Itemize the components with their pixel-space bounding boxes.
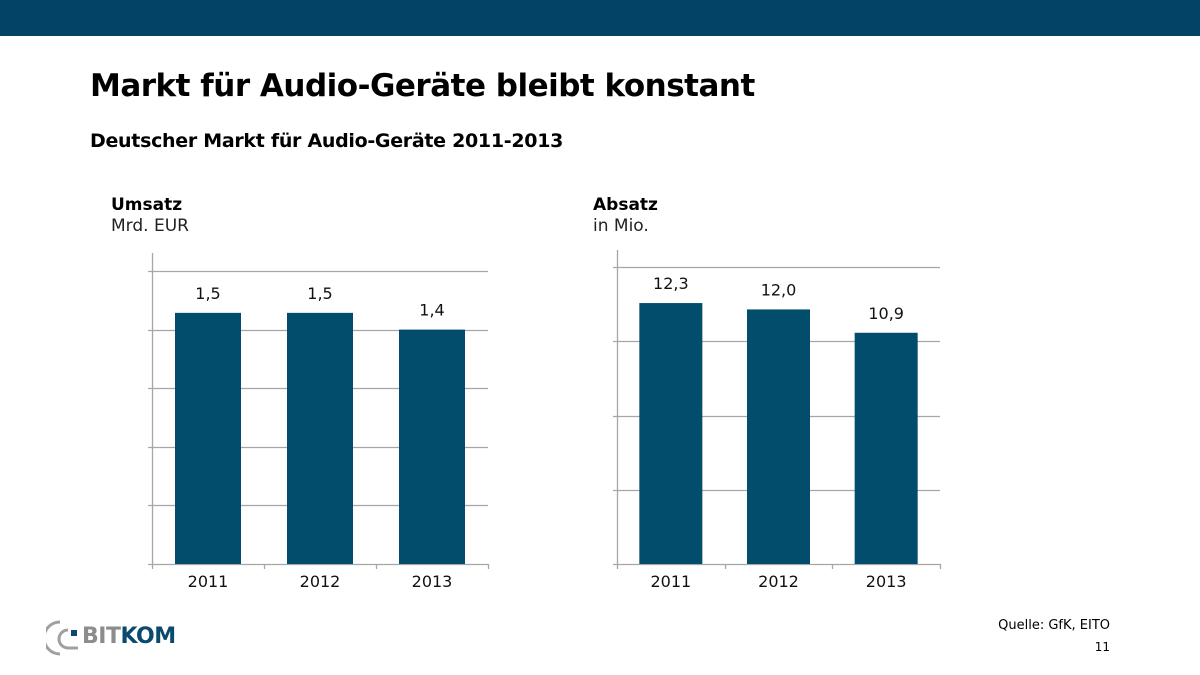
- page-title: Markt für Audio-Geräte bleibt konstant: [90, 68, 755, 104]
- chart-umsatz-unit: Mrd. EUR: [111, 216, 189, 236]
- bar-2011: [639, 303, 703, 564]
- data-label: 1,5: [195, 284, 220, 303]
- top-banner: [0, 0, 1200, 36]
- bar-2013: [399, 329, 465, 564]
- logo-text-bit: BIT: [82, 624, 121, 649]
- x-tick-label: 2013: [412, 572, 453, 591]
- chart-absatz-header: Absatz in Mio.: [593, 195, 658, 237]
- bar-2012: [287, 312, 353, 564]
- x-tick-label: 2012: [758, 572, 799, 591]
- source-note: Quelle: GfK, EITO: [998, 618, 1110, 633]
- x-tick-label: 2013: [866, 572, 907, 591]
- x-tick-label: 2012: [300, 572, 341, 591]
- page-subtitle: Deutscher Markt für Audio-Geräte 2011-20…: [90, 130, 564, 152]
- chart-absatz-title: Absatz: [593, 195, 658, 215]
- chart-umsatz-title: Umsatz: [111, 195, 183, 215]
- bar-2011: [175, 312, 241, 564]
- bar-2012: [747, 309, 810, 564]
- chart-absatz-unit: in Mio.: [593, 216, 649, 236]
- data-label: 1,5: [307, 284, 332, 303]
- bitkom-logo-icon: [46, 620, 78, 656]
- bitkom-logo: BITKOM: [46, 618, 186, 658]
- x-tick-label: 2011: [188, 572, 229, 591]
- logo-text-kom: KOM: [120, 624, 176, 649]
- data-label: 12,3: [653, 274, 689, 293]
- data-label: 1,4: [419, 301, 444, 320]
- bar-2013: [854, 332, 918, 564]
- data-label: 10,9: [868, 304, 904, 323]
- chart-umsatz-header: Umsatz Mrd. EUR: [111, 195, 189, 237]
- bitkom-logo-text: BITKOM: [82, 624, 176, 649]
- x-tick-label: 2011: [650, 572, 691, 591]
- data-label: 12,0: [761, 280, 797, 299]
- page-number: 11: [1094, 640, 1110, 654]
